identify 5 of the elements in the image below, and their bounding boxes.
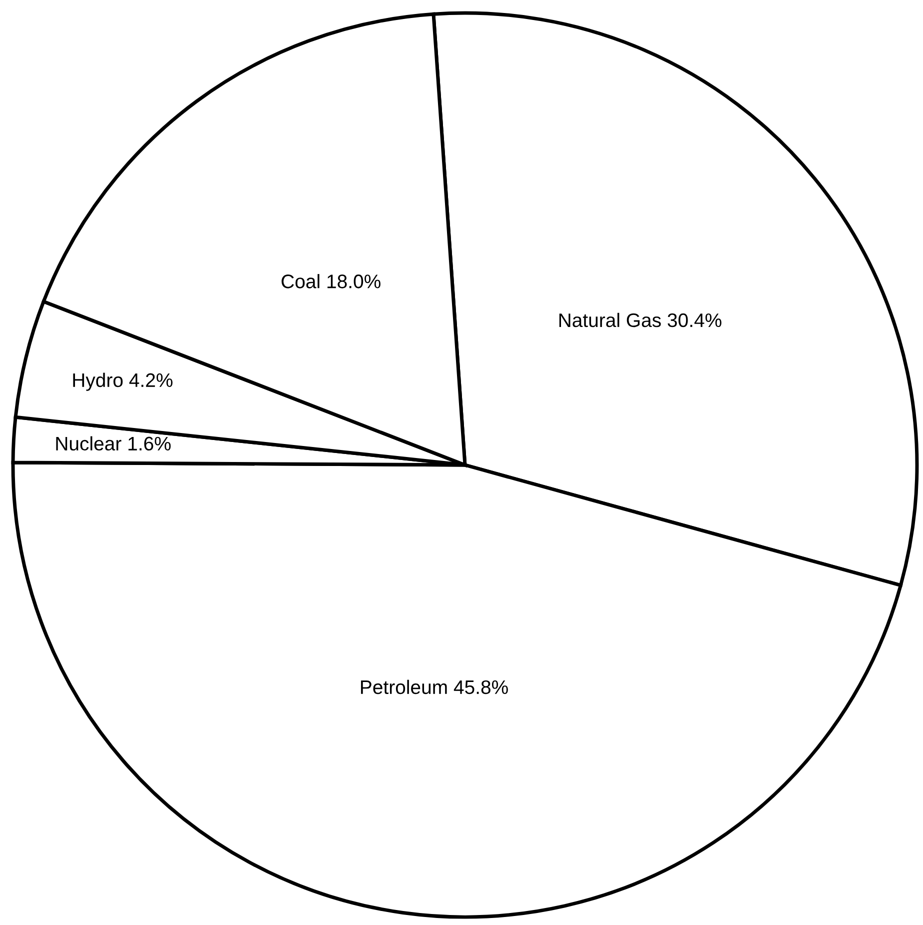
slice-label: Petroleum 45.8%: [361, 680, 508, 694]
slice-label: Nuclear 1.6%: [56, 436, 171, 451]
slice-label: Coal 18.0%: [282, 274, 380, 288]
slice-label: Hydro 4.2%: [73, 372, 172, 391]
slice-label: Natural Gas 30.4%: [559, 312, 722, 328]
